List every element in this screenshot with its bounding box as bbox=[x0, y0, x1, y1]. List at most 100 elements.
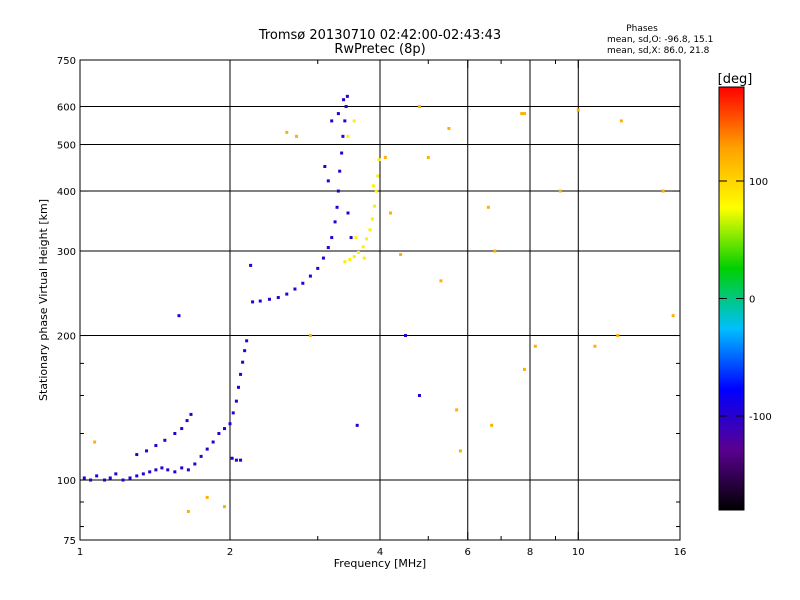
data-point bbox=[180, 427, 184, 431]
data-point bbox=[399, 253, 403, 257]
data-point bbox=[455, 408, 459, 412]
x-axis-label: Frequency [MHz] bbox=[334, 557, 426, 570]
data-point bbox=[370, 217, 374, 221]
colorbar-label: [deg] bbox=[718, 72, 753, 87]
data-point bbox=[267, 297, 271, 301]
data-point bbox=[245, 339, 249, 343]
data-point bbox=[285, 130, 289, 134]
colorbar-ticks: 100 0 -100 bbox=[719, 177, 772, 423]
data-point bbox=[234, 458, 238, 462]
x-tick-label: 2 bbox=[227, 547, 233, 558]
data-point bbox=[180, 466, 184, 470]
data-point bbox=[520, 112, 524, 116]
data-point bbox=[326, 179, 330, 183]
stats-o-mode: mean, sd,O: -96.8, 15.1 bbox=[607, 35, 713, 45]
data-point bbox=[389, 211, 393, 215]
data-point bbox=[321, 256, 325, 260]
chart-title: Tromsø 20130710 02:42:00-02:43:43 bbox=[258, 28, 501, 43]
grid-layer bbox=[80, 60, 680, 540]
data-point bbox=[323, 164, 327, 168]
y-tick-label: 400 bbox=[57, 187, 76, 198]
data-point bbox=[186, 509, 190, 513]
data-point bbox=[493, 249, 497, 253]
data-point bbox=[308, 274, 312, 278]
data-point bbox=[154, 468, 158, 472]
data-point bbox=[231, 411, 235, 415]
data-point bbox=[186, 468, 190, 472]
data-point bbox=[376, 174, 380, 178]
data-point bbox=[205, 447, 209, 451]
data-point bbox=[177, 314, 181, 318]
data-point bbox=[223, 505, 227, 509]
y-tick-label: 500 bbox=[57, 141, 76, 152]
data-point bbox=[338, 169, 342, 173]
colorbar-tick-label: -100 bbox=[749, 412, 772, 423]
data-point bbox=[426, 155, 430, 159]
data-point bbox=[285, 292, 289, 296]
x-tick-label: 4 bbox=[377, 547, 383, 558]
data-point bbox=[330, 119, 334, 123]
data-point bbox=[189, 412, 193, 416]
data-point bbox=[211, 440, 215, 444]
data-point bbox=[326, 246, 330, 250]
data-point bbox=[374, 189, 378, 193]
data-point bbox=[163, 438, 167, 442]
data-point bbox=[356, 250, 360, 254]
data-point bbox=[355, 423, 359, 427]
data-point bbox=[166, 468, 170, 472]
data-point bbox=[121, 478, 125, 482]
chart-subtitle: RwPretec (8p) bbox=[334, 42, 425, 57]
data-point bbox=[234, 399, 238, 403]
data-point bbox=[243, 349, 247, 353]
data-point bbox=[82, 476, 86, 480]
data-point bbox=[295, 134, 299, 138]
data-point bbox=[558, 189, 562, 193]
stats-heading: Phases bbox=[626, 24, 658, 34]
data-point bbox=[223, 427, 227, 431]
data-point bbox=[95, 474, 99, 478]
y-tick-label: 200 bbox=[57, 332, 76, 343]
data-point bbox=[93, 440, 97, 444]
x-tick-label: 1 bbox=[77, 547, 83, 558]
x-tick-label: 16 bbox=[674, 547, 687, 558]
data-point bbox=[239, 458, 243, 462]
data-point bbox=[373, 204, 377, 208]
x-tick-label: 10 bbox=[572, 547, 585, 558]
data-point bbox=[383, 155, 387, 159]
x-tick-label: 8 bbox=[527, 547, 533, 558]
data-point bbox=[533, 344, 537, 348]
data-point bbox=[108, 476, 112, 480]
data-point bbox=[661, 189, 665, 193]
data-point bbox=[671, 314, 675, 318]
data-point bbox=[160, 466, 164, 470]
data-point bbox=[346, 211, 350, 215]
data-point bbox=[342, 98, 346, 102]
data-point bbox=[249, 263, 253, 267]
data-point bbox=[523, 367, 527, 371]
data-point bbox=[89, 478, 93, 482]
data-point bbox=[345, 94, 349, 98]
data-point bbox=[593, 344, 597, 348]
data-point bbox=[343, 260, 347, 264]
data-point bbox=[251, 300, 255, 304]
data-point bbox=[352, 255, 356, 259]
data-point bbox=[486, 205, 490, 209]
data-point bbox=[458, 449, 462, 453]
data-point bbox=[365, 237, 369, 241]
colorbar-tick-label: 0 bbox=[749, 295, 755, 306]
data-point bbox=[576, 108, 580, 112]
data-point bbox=[135, 453, 139, 457]
data-point bbox=[336, 112, 340, 116]
data-point bbox=[193, 462, 197, 466]
data-point bbox=[616, 334, 620, 338]
data-point bbox=[173, 470, 177, 474]
y-tick-label: 100 bbox=[57, 476, 76, 487]
data-point bbox=[154, 444, 158, 448]
data-point bbox=[316, 266, 320, 270]
data-point bbox=[308, 334, 312, 338]
data-point bbox=[185, 419, 189, 423]
data-point bbox=[228, 422, 232, 426]
data-point bbox=[447, 126, 451, 130]
data-point bbox=[301, 281, 305, 285]
